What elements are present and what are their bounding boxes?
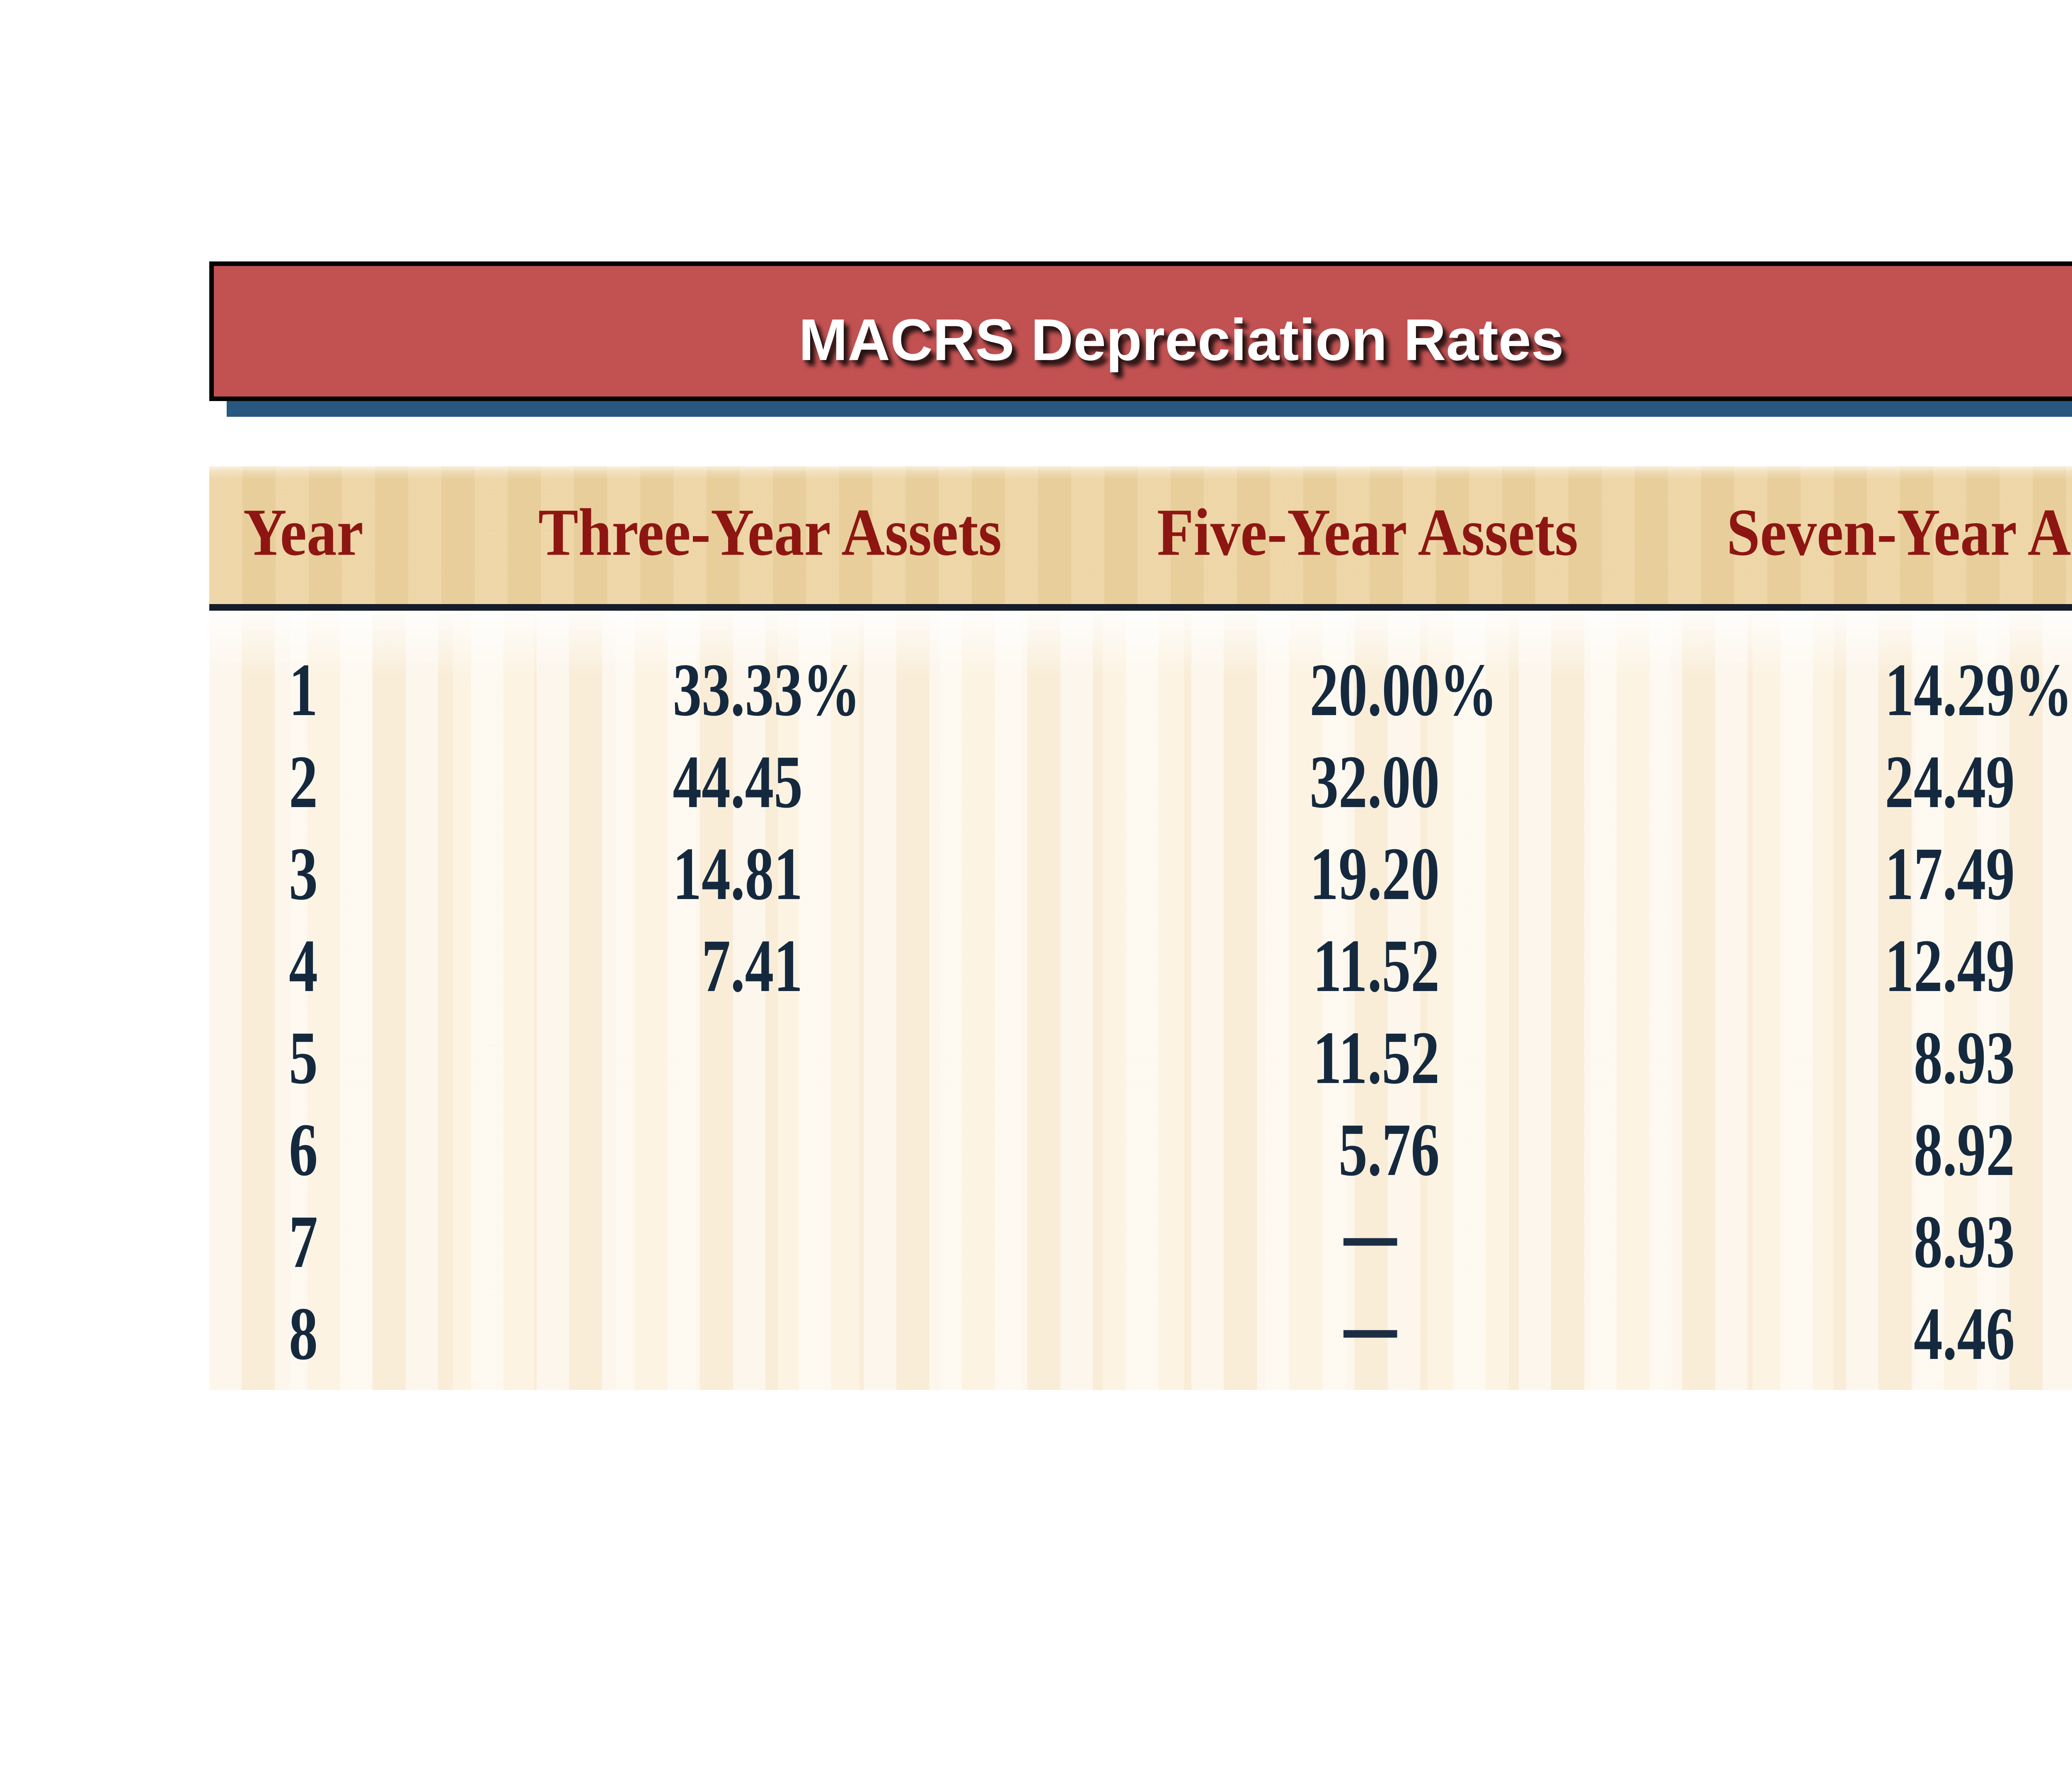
header-five-year-assets: Five-Year Assets bbox=[1157, 495, 1578, 570]
cell-year: 1 bbox=[289, 648, 318, 732]
table-row: 4 7.41 11.52 12.49 bbox=[209, 920, 2072, 1012]
cell-five-year-value bbox=[958, 1238, 1440, 1245]
cell-seven-year-value: 12.49 bbox=[1885, 924, 2015, 1008]
cell-year: 2 bbox=[289, 740, 318, 824]
table-row: 3 14.81 19.20 17.49 bbox=[209, 828, 2072, 920]
header-seven-year-assets: Seven-Year Assets bbox=[1726, 495, 2072, 570]
cell-five-year-value: 5.76 bbox=[1339, 1108, 1440, 1192]
cell-seven-year-value: 24.49 bbox=[1885, 740, 2015, 824]
cell-seven-year-value: 4.46 bbox=[1914, 1292, 2015, 1376]
cell-five-year-value: 20.00 bbox=[1310, 648, 1440, 732]
cell-five-year-value: 11.52 bbox=[1313, 924, 1440, 1008]
table-row: 5 11.52 8.93 bbox=[209, 1012, 2072, 1104]
cell-seven-year-value: 17.49 bbox=[1885, 832, 2015, 916]
cell-five-year-value bbox=[958, 1330, 1440, 1337]
cell-three-year-value: 7.41 bbox=[702, 924, 803, 1008]
title-banner: MACRS Depreciation Rates bbox=[209, 261, 2072, 401]
table-body: 1 33.33 % 20.00 % 14.29 % 2 44.45 32.00 … bbox=[209, 611, 2072, 1390]
table-row: 8 4.46 bbox=[209, 1288, 2072, 1380]
table-header-row: Year Three-Year Assets Five-Year Assets … bbox=[209, 466, 2072, 604]
header-divider-rule bbox=[209, 604, 2072, 611]
percent-sign-three: % bbox=[803, 648, 861, 732]
cell-year: 4 bbox=[289, 924, 318, 1008]
cell-year: 7 bbox=[289, 1200, 318, 1284]
cell-year: 5 bbox=[289, 1016, 318, 1100]
cell-year: 3 bbox=[289, 832, 318, 916]
percent-sign-seven: % bbox=[2015, 648, 2072, 732]
cell-seven-year-value: 8.92 bbox=[1914, 1108, 2015, 1192]
cell-five-year-value: 19.20 bbox=[1310, 832, 1440, 916]
table-row: 7 8.93 bbox=[209, 1196, 2072, 1288]
cell-year: 6 bbox=[289, 1108, 318, 1192]
cell-seven-year-value: 14.29 bbox=[1885, 648, 2015, 732]
cell-five-year-value: 32.00 bbox=[1310, 740, 1440, 824]
table-row: 6 5.76 8.92 bbox=[209, 1104, 2072, 1196]
cell-five-year-value: 11.52 bbox=[1313, 1016, 1440, 1100]
cell-three-year-value: 14.81 bbox=[673, 832, 803, 916]
cell-year: 8 bbox=[289, 1292, 318, 1376]
cell-three-year-value: 44.45 bbox=[673, 740, 803, 824]
header-year: Year bbox=[243, 495, 363, 570]
table-row: 1 33.33 % 20.00 % 14.29 % bbox=[209, 644, 2072, 736]
macrs-depreciation-table: Year Three-Year Assets Five-Year Assets … bbox=[209, 466, 2072, 1390]
table-row: 2 44.45 32.00 24.49 bbox=[209, 736, 2072, 828]
page-title: MACRS Depreciation Rates bbox=[799, 307, 1564, 373]
header-three-year-assets: Three-Year Assets bbox=[538, 495, 1002, 570]
percent-sign-five: % bbox=[1440, 648, 1498, 732]
cell-seven-year-value: 8.93 bbox=[1914, 1200, 2015, 1284]
cell-seven-year-value: 8.93 bbox=[1914, 1016, 2015, 1100]
cell-three-year-value: 33.33 bbox=[673, 648, 803, 732]
